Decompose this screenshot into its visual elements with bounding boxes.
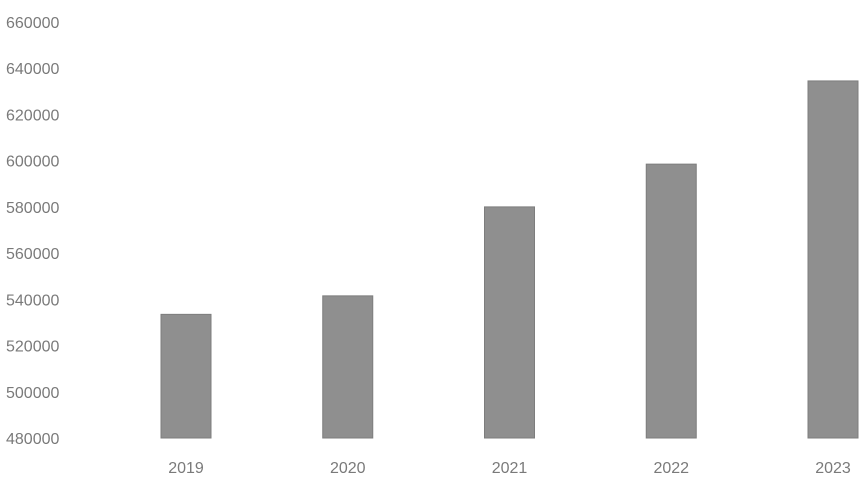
bar-2020 — [322, 295, 374, 439]
x-tick-label: 2023 — [815, 460, 851, 477]
y-tick-label: 520000 — [6, 339, 59, 356]
y-tick-label: 480000 — [6, 431, 59, 448]
bar-2021 — [484, 206, 535, 439]
bar-2019 — [160, 313, 212, 439]
x-axis: 2019 2020 2021 2022 2023 — [168, 460, 851, 477]
x-tick-label: 2022 — [653, 460, 689, 477]
y-tick-label: 540000 — [6, 292, 59, 309]
y-tick-label: 500000 — [6, 385, 59, 402]
y-tick-label: 620000 — [6, 107, 59, 124]
y-tick-label: 660000 — [6, 15, 59, 32]
bar-2022 — [645, 163, 697, 439]
y-tick-label: 580000 — [6, 200, 59, 217]
bars-group — [160, 80, 859, 439]
y-tick-label: 560000 — [6, 246, 59, 263]
y-tick-label: 600000 — [6, 154, 59, 171]
y-tick-label: 640000 — [6, 61, 59, 78]
y-axis: 480000 500000 520000 540000 560000 580000 6000… — [6, 15, 59, 448]
bar-2023 — [807, 80, 859, 439]
x-tick-label: 2020 — [330, 460, 366, 477]
x-tick-label: 2019 — [168, 460, 204, 477]
x-tick-label: 2021 — [492, 460, 528, 477]
